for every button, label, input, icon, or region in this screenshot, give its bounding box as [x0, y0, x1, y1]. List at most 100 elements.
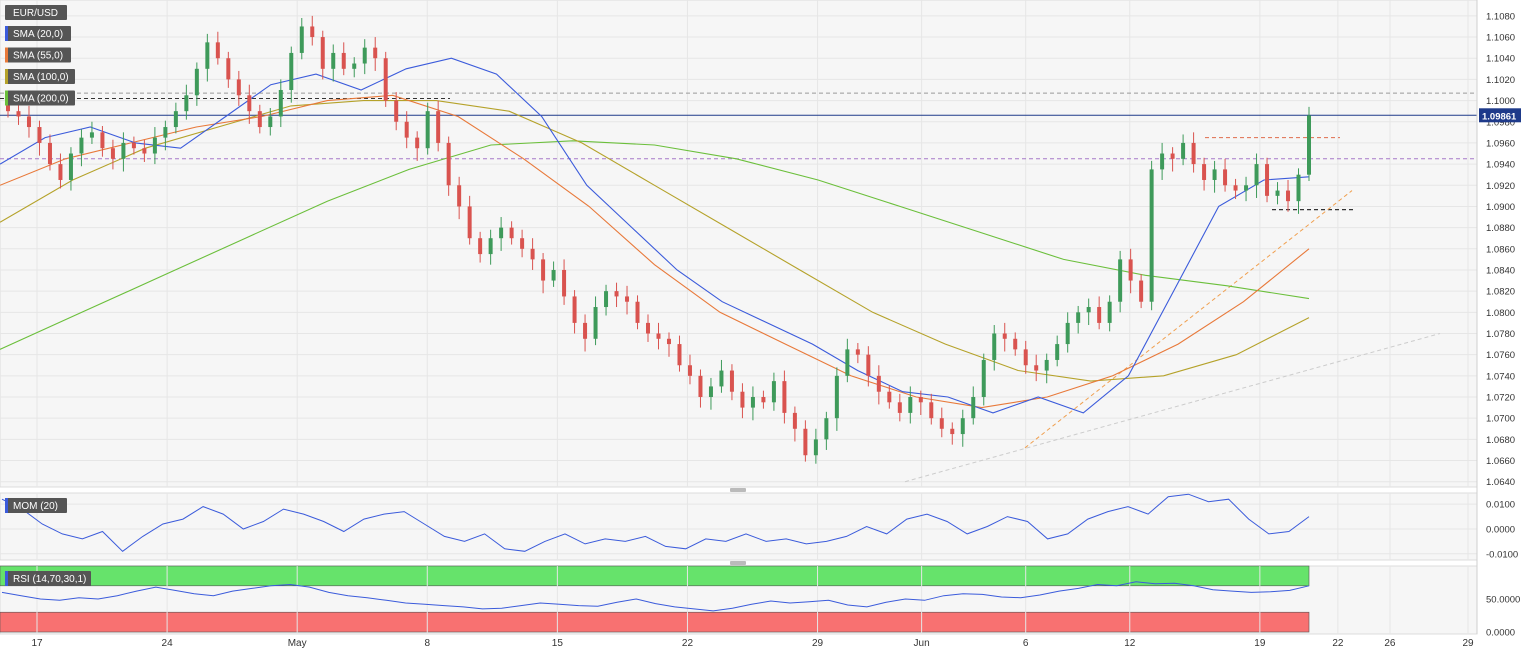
candle-down [761, 397, 766, 403]
rsi-badge-color-swatch [5, 571, 8, 586]
candle-up [1212, 169, 1217, 180]
sma-badge-3-color-swatch [5, 90, 8, 106]
sma-lines [0, 57, 1310, 414]
candle-up [1076, 312, 1081, 323]
candle-down [257, 111, 262, 128]
candle-down [625, 296, 630, 302]
y-tick-label: 1.0700 [1486, 414, 1515, 425]
candle-up [121, 142, 126, 159]
x-tick-label: 19 [1254, 638, 1266, 649]
mom-y-tick-label: 0.0000 [1486, 524, 1515, 535]
candle-up [1160, 153, 1165, 170]
candle-up [68, 153, 73, 180]
candle-up [1296, 174, 1301, 202]
candle-down [855, 349, 860, 355]
y-tick-label: 1.0680 [1486, 435, 1515, 446]
candle-down [782, 381, 787, 413]
candle-down [918, 397, 923, 403]
candle-up [1181, 142, 1186, 159]
candle-down [929, 402, 934, 419]
sma-20-line [0, 57, 1310, 414]
x-tick-label: 8 [424, 638, 430, 649]
candle-down [887, 391, 892, 403]
candle-up [205, 42, 210, 69]
candle-up [278, 89, 283, 117]
sma-badge-2-box[interactable] [5, 69, 75, 84]
candle-down [226, 58, 231, 80]
indicator-badges: EUR/USD SMA (20,0) SMA (55,0) SMA (100,0) SM… [5, 5, 91, 586]
candle-down [1191, 142, 1196, 165]
candle-down [1202, 164, 1207, 180]
y-tick-label: 1.0860 [1486, 244, 1515, 255]
x-tick-label: 12 [1124, 638, 1136, 649]
candle-up [1149, 169, 1154, 302]
candle-up [971, 397, 976, 419]
candle-down [404, 121, 409, 138]
candle-up [152, 137, 157, 154]
candle-down [110, 148, 115, 159]
mom-y-tick-label: 0.0100 [1486, 500, 1515, 511]
sma-200-line [0, 140, 1310, 350]
candle-down [656, 333, 661, 339]
y-tick-label: 1.0940 [1486, 160, 1515, 171]
mom-badge-box[interactable] [5, 498, 67, 513]
panel-backgrounds [0, 0, 1478, 635]
gridlines [0, 0, 1477, 634]
candles [6, 15, 1311, 464]
candle-up [89, 132, 94, 138]
candle-up [194, 68, 199, 96]
x-tick-label: May [288, 638, 307, 649]
candle-down [467, 206, 472, 239]
y-tick-label: 1.1040 [1486, 54, 1515, 65]
candle-down [142, 148, 147, 154]
last-price-label: 1.09861 [1482, 111, 1517, 122]
sma-badge-1-box[interactable] [5, 47, 71, 63]
trendline-grey [904, 333, 1441, 483]
candle-down [446, 142, 451, 186]
sma-badge-3-label: SMA (200,0) [13, 94, 69, 105]
candle-up [1307, 115, 1311, 175]
x-tick-label: 26 [1384, 638, 1396, 649]
candle-down [666, 338, 671, 345]
candle-down [310, 26, 315, 38]
candle-down [687, 365, 692, 376]
candle-up [1107, 301, 1112, 323]
candle-up [184, 95, 189, 112]
panel-resize-handle[interactable] [730, 488, 746, 492]
candle-down [341, 52, 346, 69]
candle-down [677, 344, 682, 366]
candle-down [6, 102, 10, 112]
candle-down [1139, 280, 1144, 302]
rsi-line [1, 581, 1310, 612]
sma-badge-2-label: SMA (100,0) [13, 72, 69, 83]
indicator-lines [1, 493, 1310, 612]
candle-up [1086, 307, 1091, 313]
y-tick-label: 1.1080 [1486, 11, 1515, 22]
panel-1-background [0, 0, 1478, 488]
sma-100-line [0, 100, 1310, 382]
candle-down [415, 137, 420, 149]
candle-up [488, 238, 493, 255]
symbol-badge-box[interactable] [5, 5, 67, 20]
panel-resize-handle[interactable] [730, 561, 746, 565]
candle-down [457, 185, 462, 207]
candle-up [960, 418, 965, 435]
rsi-badge-box[interactable] [5, 571, 91, 586]
candle-down [1128, 259, 1133, 281]
candle-down [1265, 164, 1270, 196]
y-tick-label: 1.0900 [1486, 202, 1515, 213]
rsi-y-tick-label: 50.0000 [1486, 595, 1520, 606]
symbol-badge-label: EUR/USD [13, 8, 58, 19]
last-price-marker [1479, 108, 1521, 123]
sma-badge-0-box[interactable] [5, 26, 71, 41]
candle-up [1254, 164, 1259, 186]
sma-badge-3-box[interactable] [5, 90, 75, 106]
candle-down [478, 238, 483, 255]
y-tick-label: 1.1060 [1486, 33, 1515, 44]
y-tick-label: 1.0880 [1486, 223, 1515, 234]
y-tick-label: 1.0640 [1486, 477, 1515, 488]
candle-down [16, 111, 21, 117]
rsi-overbought-band [0, 565, 1310, 587]
candle-up [173, 111, 178, 128]
